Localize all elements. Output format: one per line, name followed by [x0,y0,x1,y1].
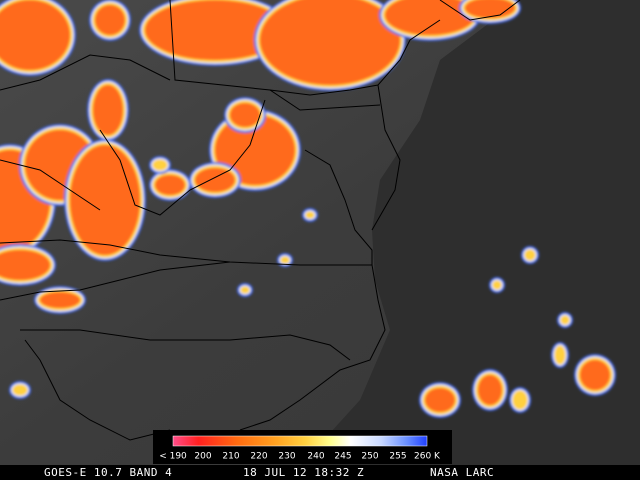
cloud [155,175,185,195]
colorbar-label: 210 [222,452,239,462]
cloud [0,0,70,70]
colorbar-label: 240 [307,452,324,462]
colorbar-panel [153,430,452,464]
cloud [425,388,455,412]
cloud [512,390,528,410]
state-line [20,329,351,361]
colorbar-label: 230 [278,452,295,462]
timestamp: 18 JUL 12 18:32 Z [243,466,364,479]
colorbar [172,435,428,447]
cloud [524,249,536,261]
cloud [305,211,315,219]
cloud [492,280,502,290]
cloud [40,292,80,308]
cloud [230,103,260,127]
colorbar-label: 220 [250,452,267,462]
state-line [99,99,266,216]
colorbar-label: < 190 [159,452,187,462]
cloud [280,256,290,264]
cloud [215,115,295,185]
state-line [0,159,101,211]
cloud [0,250,50,280]
cloud [152,159,168,171]
satellite-label: GOES-E 10.7 BAND 4 [44,466,172,479]
colorbar-label: 245 [334,452,351,462]
state-line [0,239,372,266]
state-line [439,0,521,21]
cloud [554,345,566,365]
cloud [145,0,285,60]
colorbar-labels: < 190 200 210 220 230 240 245 250 255 260 K [159,452,441,462]
cloud [12,384,28,396]
colorbar-label: 250 [361,452,378,462]
cloud [70,145,140,255]
cloud [478,375,502,405]
coast [371,84,401,231]
colorbar-label: 255 [389,452,406,462]
footer-bar [0,465,640,480]
state-line [0,54,171,91]
cloud-layer [0,0,616,418]
cloud [93,85,123,135]
cloud [240,286,250,294]
cloud [260,0,400,85]
cloud [560,315,570,325]
boundaries [0,0,520,440]
coast [239,149,386,431]
source-label: NASA LARC [430,466,494,479]
cloud [95,5,125,35]
colorbar-label: 200 [194,452,211,462]
cloud [195,168,235,192]
state-line [0,261,231,301]
colorbar-label: 260 K [414,452,441,462]
cloud [580,360,610,390]
state-line [24,339,171,441]
